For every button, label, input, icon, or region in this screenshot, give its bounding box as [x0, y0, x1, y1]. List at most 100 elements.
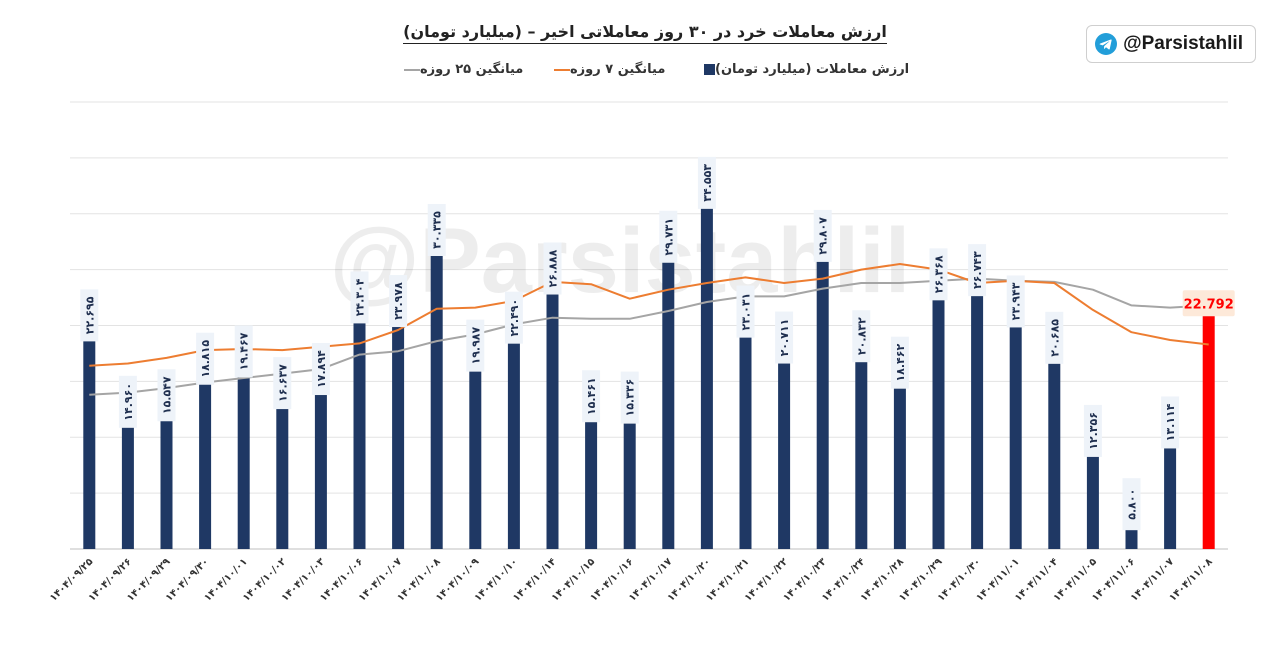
- data-label-group: ۲۳.۰۳۱: [736, 285, 755, 338]
- data-label-bg: [234, 325, 253, 378]
- data-label-group: ۱۶.۶۳۷: [273, 357, 292, 410]
- data-label: ۲۰.۷۱۱: [778, 319, 791, 357]
- data-label: ۱۲.۳۵۶: [1087, 412, 1100, 450]
- data-label-bg: [504, 291, 523, 344]
- data-label-bg: [543, 242, 562, 295]
- data-label: ۱۵.۴۶۱: [585, 377, 598, 415]
- data-label-group: ۱۸.۸۱۵: [196, 332, 215, 385]
- legend-swatch-ma25: [404, 68, 420, 71]
- data-label-highlight: 22.792: [1182, 290, 1235, 317]
- bar: [83, 295, 96, 549]
- data-label-group: ۲۶.۷۴۳: [968, 244, 987, 297]
- bar: [314, 349, 327, 549]
- telegram-icon: [1095, 33, 1118, 55]
- data-label: ۲۶.۸۸۸: [547, 249, 560, 287]
- bar: [392, 281, 405, 549]
- data-label: ۱۸.۴۶۲: [894, 344, 907, 382]
- bar: [1202, 294, 1215, 549]
- data-label-bg: [157, 369, 176, 422]
- data-label-group: ۱۷.۸۹۴: [311, 343, 330, 396]
- bar: [430, 210, 443, 549]
- bar: [971, 250, 984, 549]
- data-label-bg: [273, 357, 292, 410]
- bar: [778, 317, 791, 549]
- data-label-bg: [813, 209, 832, 262]
- data-label: ۱۴.۹۶۰: [122, 383, 135, 421]
- data-label-bg: [1083, 404, 1102, 457]
- data-label: ۱۷.۸۹۴: [315, 350, 328, 388]
- data-label-bg: [775, 311, 794, 364]
- data-label-group: ۲۲.۶۹۵: [80, 289, 99, 342]
- legend-item-ma7: میانگین ۷ روزه: [550, 62, 665, 77]
- data-label-group: ۱۵.۴۶۱: [582, 370, 601, 423]
- data-label-group: ۱۲.۳۵۶: [1083, 404, 1102, 457]
- data-label: ۲۲.۶۹۵: [83, 296, 96, 334]
- data-label-bg: [852, 310, 871, 363]
- data-label-group: ۲۰.۶۸۵: [1045, 311, 1064, 364]
- data-label-bg: [427, 204, 446, 257]
- data-label-bg: [1161, 396, 1180, 449]
- data-label-bg: [311, 343, 330, 396]
- bar: [507, 297, 520, 549]
- data-label-group: ۱۸.۴۶۲: [890, 336, 909, 389]
- data-label-group: ۲۲.۴۹۰: [504, 291, 523, 344]
- bar: [893, 342, 906, 549]
- legend-swatch-value: [704, 64, 715, 75]
- bar: [739, 291, 752, 549]
- data-label-bg: [1045, 311, 1064, 364]
- bar: [353, 277, 366, 549]
- bar: [1048, 317, 1061, 549]
- data-label-group: ۲۰.۷۱۱: [775, 311, 794, 364]
- data-label-bg: [736, 285, 755, 338]
- legend-item-ma25: میانگین ۲۵ روزه: [400, 62, 523, 77]
- data-label-group: ۱۴.۹۶۰: [118, 375, 137, 428]
- data-label: ۱۳.۱۱۴: [1164, 403, 1177, 441]
- data-label-bg: [1122, 478, 1141, 531]
- data-label-bg: [620, 371, 639, 424]
- brand-badge[interactable]: @Parsistahlil: [1086, 25, 1256, 63]
- legend-label-ma7: میانگین ۷ روزه: [570, 62, 666, 77]
- bar: [121, 381, 134, 549]
- data-label: ۳۴.۵۵۳: [701, 164, 714, 202]
- data-label: ۵.۸۰۰: [1126, 489, 1139, 520]
- data-label: ۳۰.۳۳۵: [431, 211, 444, 249]
- data-label: ۲۰.۸۳۲: [855, 317, 868, 355]
- data-label: ۲۹.۷۳۱: [662, 218, 675, 256]
- data-label-group: ۵.۸۰۰: [1122, 478, 1141, 531]
- data-label-group: ۱۹.۹۸۷: [466, 319, 485, 372]
- data-label-group: ۳۰.۳۳۵: [427, 204, 446, 257]
- data-label-bg: [466, 319, 485, 372]
- data-label-group: ۱۵.۵۴۷: [157, 369, 176, 422]
- data-label-bg: [350, 271, 369, 324]
- data-label-group: ۲۳.۹۷۸: [389, 275, 408, 328]
- data-label: ۲۲.۴۹۰: [508, 299, 521, 337]
- data-label-bg: [890, 336, 909, 389]
- data-label: ۱۵.۳۳۶: [624, 379, 637, 417]
- data-label-bg: [929, 248, 948, 301]
- data-label: ۱۵.۵۴۷: [161, 376, 174, 414]
- data-label-bg: [697, 156, 716, 209]
- data-label-group: ۱۵.۳۳۶: [620, 371, 639, 424]
- chart-title: ارزش معاملات خرد در ۳۰ روز معاملاتی اخیر…: [0, 22, 1280, 44]
- data-label: ۲۳.۹۴۳: [1010, 282, 1023, 320]
- data-label-group: ۲۰.۸۳۲: [852, 310, 871, 363]
- data-label-group: ۱۳.۱۱۴: [1161, 396, 1180, 449]
- data-label: ۱۹.۴۶۷: [238, 332, 251, 370]
- bar: [1009, 281, 1022, 549]
- bar: [932, 254, 945, 550]
- data-label-group: ۱۹.۴۶۷: [234, 325, 253, 378]
- x-tick-labels: ۱۴۰۴/۰۹/۲۵۱۴۰۴/۰۹/۲۶۱۴۰۴/۰۹/۲۹۱۴۰۴/۰۹/۳۰…: [48, 556, 1215, 603]
- data-label: ۲۰.۶۸۵: [1048, 319, 1061, 357]
- data-label-group: ۲۶.۸۸۸: [543, 242, 562, 295]
- data-label-group: ۲۴.۳۰۴: [350, 271, 369, 324]
- data-label: ۲۴.۳۰۴: [354, 278, 367, 316]
- bar: [662, 216, 675, 549]
- data-label: ۲۶.۷۴۳: [971, 251, 984, 289]
- data-label-group: ۳۴.۵۵۳: [697, 156, 716, 209]
- data-label-bg: [118, 375, 137, 428]
- legend-item-value: ارزش معاملات (میلیارد تومان): [700, 62, 909, 77]
- bar: [700, 162, 713, 549]
- data-label: ۲۹.۸۰۷: [817, 217, 830, 255]
- bar: [469, 325, 482, 549]
